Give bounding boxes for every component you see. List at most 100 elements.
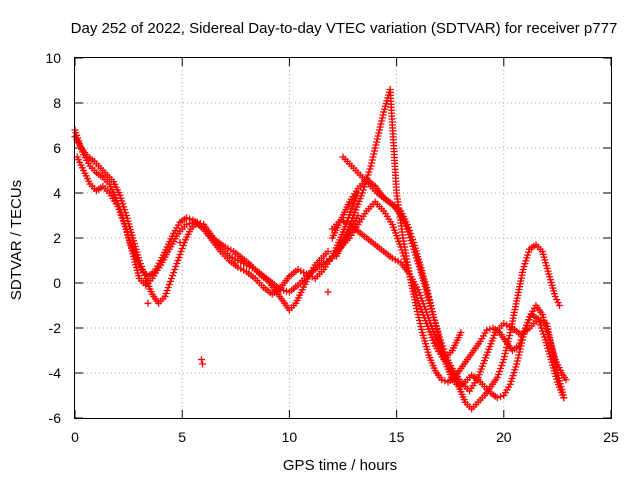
data-point bbox=[556, 302, 564, 309]
data-point bbox=[141, 272, 149, 279]
data-point bbox=[375, 129, 383, 137]
data-point bbox=[369, 153, 377, 161]
data-point bbox=[175, 254, 183, 261]
data-point bbox=[166, 278, 174, 285]
data-point bbox=[402, 258, 410, 266]
data-point bbox=[367, 162, 375, 170]
data-point bbox=[163, 287, 171, 294]
data-point bbox=[413, 294, 421, 302]
data-point bbox=[371, 144, 379, 152]
data-point bbox=[397, 243, 405, 251]
data-point bbox=[176, 239, 184, 246]
data-point bbox=[162, 290, 170, 297]
data-point bbox=[554, 299, 562, 306]
data-point bbox=[360, 183, 368, 191]
data-point bbox=[539, 330, 547, 338]
data-point bbox=[416, 320, 424, 327]
data-point bbox=[413, 308, 421, 315]
data-point bbox=[514, 354, 522, 362]
data-point bbox=[347, 208, 355, 216]
data-point bbox=[412, 291, 420, 299]
y-tick-label: -2 bbox=[49, 320, 62, 336]
data-point bbox=[170, 269, 178, 276]
data-point bbox=[418, 326, 426, 333]
data-point bbox=[139, 266, 147, 273]
data-point bbox=[483, 326, 491, 334]
data-point bbox=[177, 248, 185, 255]
data-point bbox=[516, 348, 524, 356]
data-point bbox=[502, 347, 510, 354]
data-point bbox=[496, 368, 504, 375]
data-point bbox=[562, 376, 570, 384]
data-point bbox=[182, 214, 190, 222]
y-tick-label: 2 bbox=[53, 230, 61, 246]
data-point bbox=[345, 211, 353, 219]
data-point bbox=[379, 111, 387, 119]
data-point bbox=[169, 272, 177, 279]
data-point bbox=[171, 266, 179, 273]
y-tick-label: 6 bbox=[53, 140, 61, 156]
data-point bbox=[324, 248, 332, 255]
data-point bbox=[373, 138, 381, 146]
data-point bbox=[370, 150, 378, 158]
plot-frame bbox=[74, 57, 612, 419]
x-tick-label: 0 bbox=[71, 429, 79, 445]
data-point bbox=[378, 117, 386, 125]
data-point bbox=[553, 296, 561, 303]
data-point bbox=[370, 147, 378, 155]
data-point bbox=[551, 293, 559, 300]
data-point bbox=[513, 360, 521, 368]
data-point bbox=[403, 261, 411, 269]
data-point bbox=[378, 114, 386, 122]
data-point bbox=[398, 246, 406, 254]
data-point bbox=[165, 281, 173, 288]
data-point bbox=[408, 279, 416, 287]
data-point bbox=[364, 171, 372, 179]
data-point bbox=[161, 293, 169, 300]
x-axis-title: GPS time / hours bbox=[283, 457, 397, 474]
data-point bbox=[409, 282, 417, 290]
data-point bbox=[136, 260, 144, 267]
data-point bbox=[407, 276, 415, 284]
data-point bbox=[499, 359, 507, 366]
chart-title: Day 252 of 2022, Sidereal Day-to-day VTE… bbox=[71, 20, 618, 37]
y-axis-title: SDTVAR / TECUs bbox=[8, 180, 25, 300]
data-point bbox=[374, 132, 382, 140]
data-point bbox=[135, 257, 143, 264]
data-point bbox=[358, 189, 366, 197]
data-point bbox=[405, 267, 413, 275]
data-point bbox=[497, 365, 505, 372]
data-point bbox=[359, 186, 367, 194]
data-point bbox=[516, 339, 524, 347]
data-point bbox=[172, 263, 180, 270]
data-points bbox=[71, 86, 570, 413]
x-tick-label: 5 bbox=[178, 429, 186, 445]
data-point bbox=[560, 394, 568, 402]
data-point bbox=[178, 245, 186, 252]
data-point bbox=[173, 260, 181, 267]
data-point bbox=[515, 351, 523, 359]
data-point bbox=[405, 270, 413, 278]
x-tick-labels: 0 5 10 15 20 25 bbox=[71, 429, 619, 445]
data-point bbox=[363, 174, 371, 182]
data-point bbox=[501, 353, 509, 360]
data-point bbox=[506, 332, 514, 339]
data-point bbox=[362, 177, 370, 185]
data-point bbox=[179, 242, 187, 249]
data-point bbox=[197, 356, 205, 363]
data-point bbox=[375, 126, 383, 134]
data-point bbox=[438, 376, 446, 384]
x-tick-label: 25 bbox=[603, 429, 619, 445]
data-point bbox=[537, 324, 545, 332]
y-tick-label: 0 bbox=[53, 275, 61, 291]
data-point bbox=[415, 317, 423, 324]
y-tick-label: -6 bbox=[49, 410, 62, 426]
data-point bbox=[372, 141, 380, 149]
data-point bbox=[176, 251, 184, 258]
data-point bbox=[406, 273, 414, 281]
data-point bbox=[400, 252, 408, 260]
data-point bbox=[167, 275, 175, 282]
data-point bbox=[140, 269, 148, 276]
data-point bbox=[493, 394, 501, 402]
